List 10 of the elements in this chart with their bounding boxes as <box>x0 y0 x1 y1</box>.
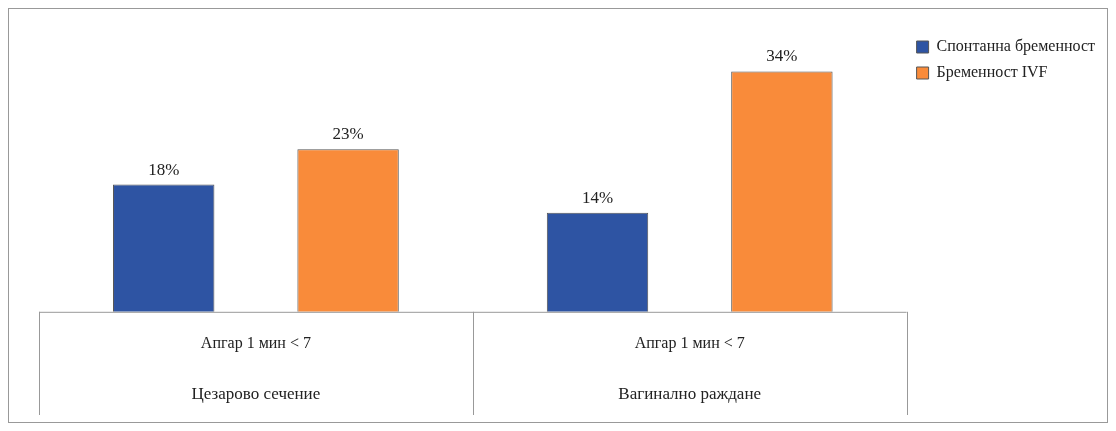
x-tick-label: Апгар 1 мин < 7 <box>634 333 745 352</box>
text: Вагинално раждане <box>618 384 762 404</box>
data-label: 14% <box>581 187 614 207</box>
data-label: 34% <box>766 46 798 66</box>
x-tick-label: Апгар 1 мин < 7 <box>200 333 311 352</box>
text: Цезарово сечение <box>191 384 321 404</box>
data-label: 18% <box>148 159 180 179</box>
data-label: 23% <box>332 124 364 144</box>
legend-label: Спонтанна бременност <box>936 37 1096 56</box>
legend-label: Бременност IVF <box>936 63 1048 82</box>
